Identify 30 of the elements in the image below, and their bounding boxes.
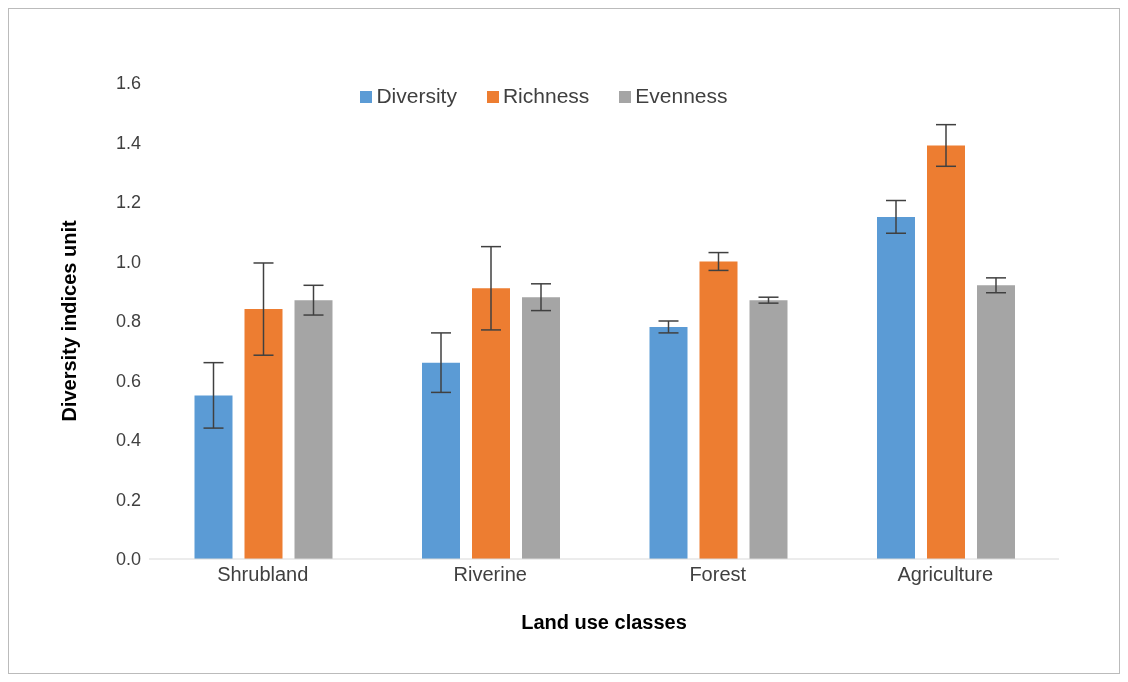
bar [422, 362, 460, 559]
legend-label: Evenness [635, 84, 728, 107]
bar [294, 300, 333, 559]
y-tick-label: 1.6 [115, 73, 141, 94]
y-tick-label: 0.6 [115, 370, 141, 391]
bar [699, 261, 738, 559]
x-tick-label: Shrubland [217, 563, 309, 586]
x-tick-label: Agriculture [897, 563, 994, 586]
bar [194, 395, 233, 559]
y-tick-label: 1.2 [115, 192, 141, 213]
bar [472, 288, 510, 559]
y-tick-label: 1.0 [115, 251, 141, 272]
bar [927, 145, 965, 559]
bar [877, 216, 915, 559]
x-axis-title: Land use classes [521, 611, 687, 633]
x-tick-label: Forest [689, 563, 747, 586]
bar [649, 326, 688, 559]
bar [244, 309, 283, 559]
bar [977, 285, 1015, 559]
x-tick-label: Riverine [453, 563, 527, 586]
legend-label: Diversity [376, 84, 457, 107]
y-tick-label: 0.8 [115, 311, 141, 332]
y-tick-label: 0.2 [115, 489, 141, 510]
y-tick-label: 1.4 [115, 132, 141, 153]
y-axis-title: Diversity indices unit [58, 220, 81, 422]
bar [749, 300, 788, 559]
legend-label: Richness [502, 84, 590, 107]
y-tick-label: 0.4 [115, 430, 141, 451]
y-tick-label: 0.0 [115, 549, 141, 570]
bar [522, 297, 560, 559]
